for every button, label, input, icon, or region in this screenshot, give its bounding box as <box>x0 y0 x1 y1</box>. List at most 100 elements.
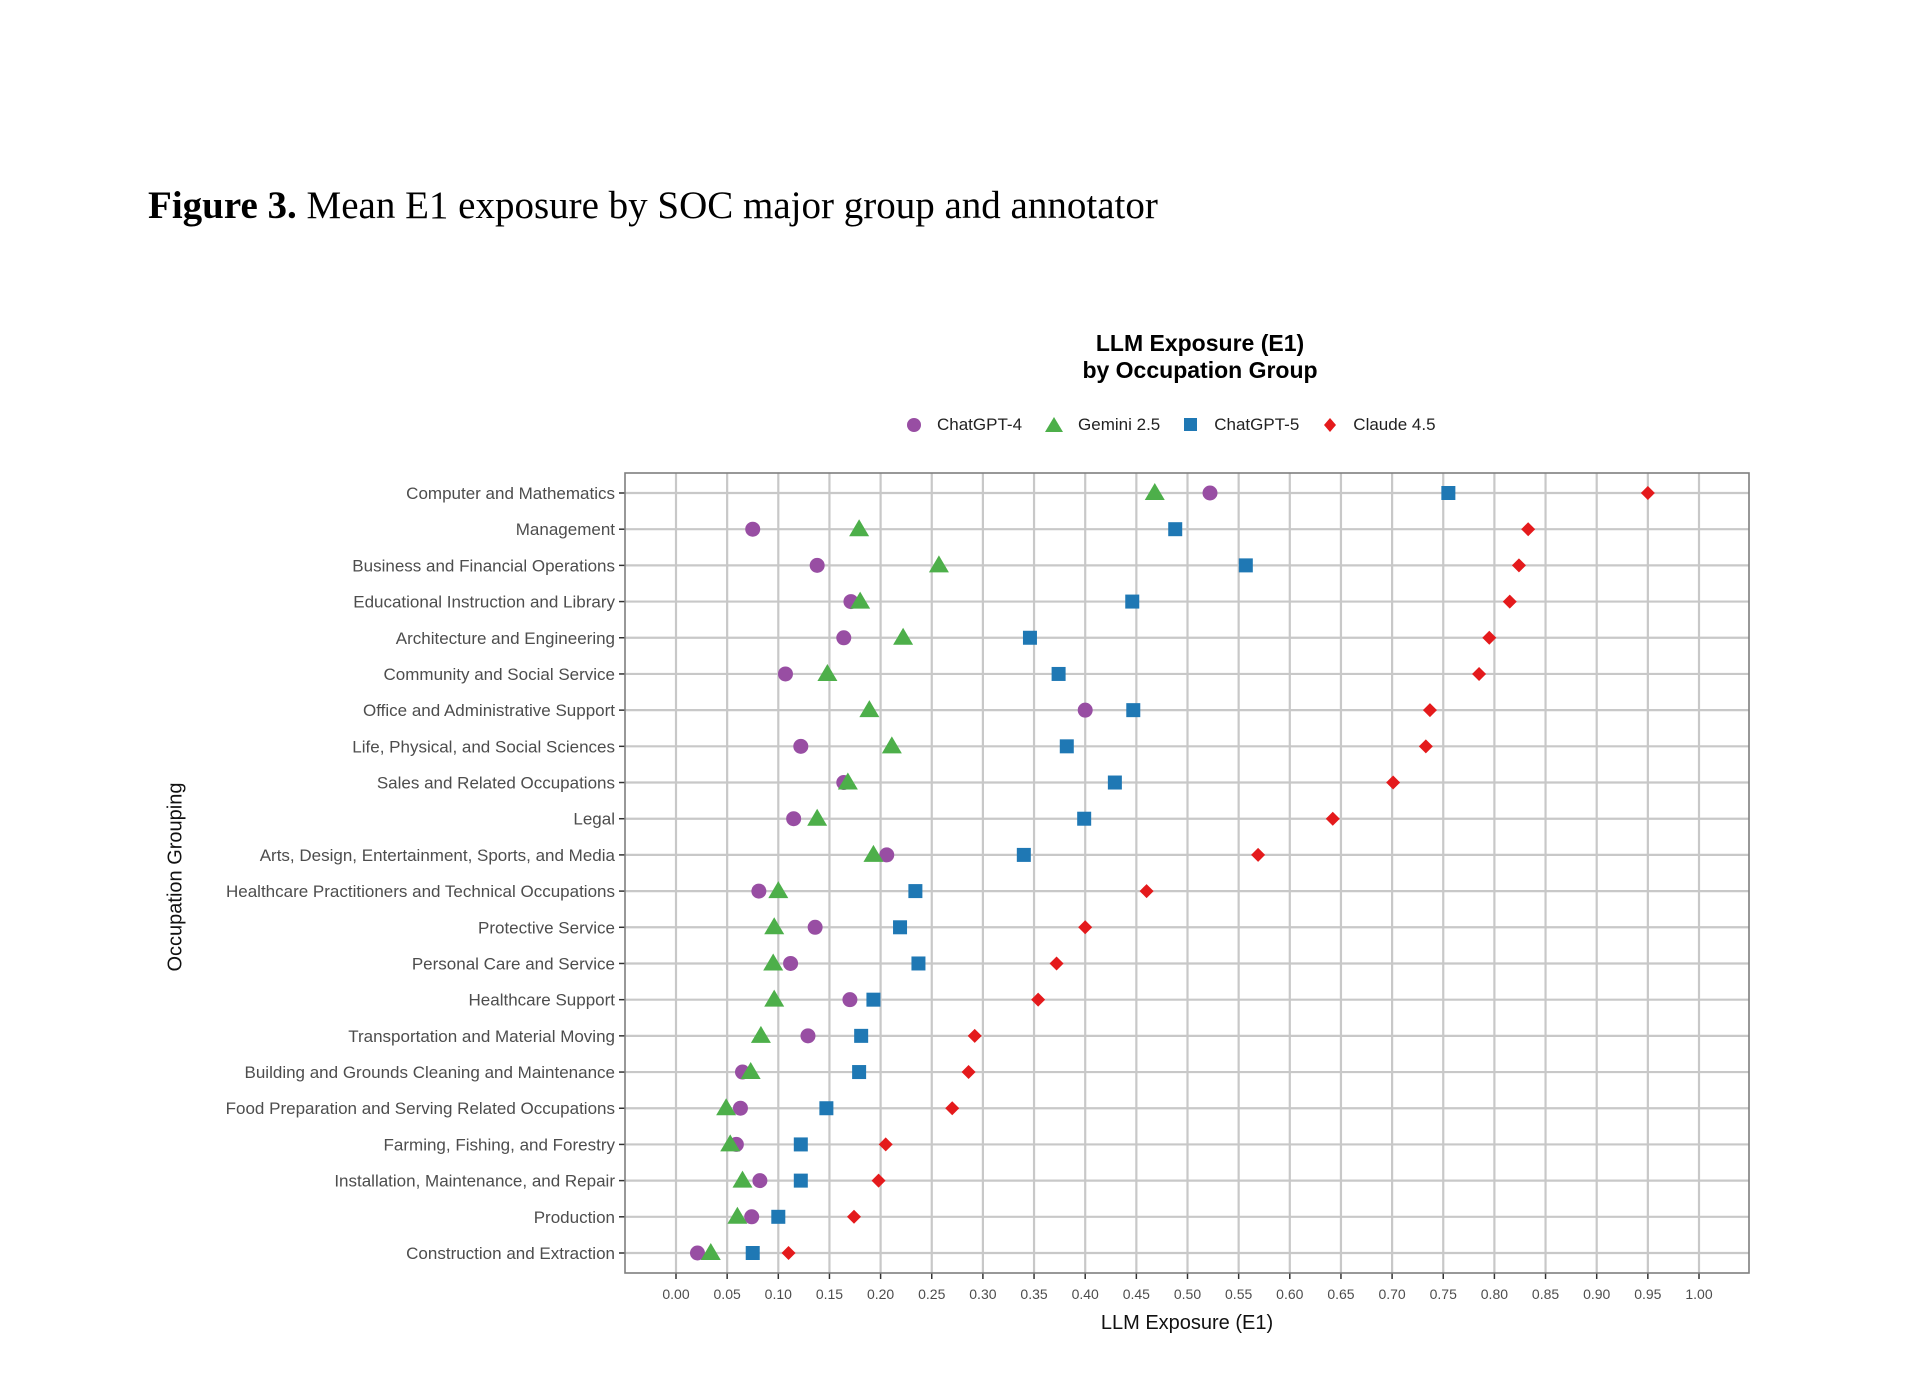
diamond-marker <box>871 1173 886 1188</box>
x-tick-label: 0.60 <box>1276 1286 1303 1302</box>
square-marker <box>852 1065 867 1080</box>
y-tick-label: Building and Grounds Cleaning and Mainte… <box>245 1063 615 1082</box>
triangle-marker <box>764 917 785 935</box>
y-tick-label: Life, Physical, and Social Sciences <box>352 737 615 756</box>
square-marker <box>1441 486 1456 500</box>
circle-marker <box>786 811 802 827</box>
y-tick-label: Protective Service <box>478 918 615 937</box>
triangle-marker <box>732 1170 753 1188</box>
square-marker <box>893 920 908 935</box>
diamond-marker <box>1521 522 1536 537</box>
square-marker-icon <box>1184 418 1198 431</box>
square-marker <box>911 956 926 971</box>
chart-title-line1: LLM Exposure (E1) <box>1095 330 1305 356</box>
x-tick-label: 0.75 <box>1430 1286 1457 1302</box>
circle-marker <box>777 666 793 682</box>
x-tick-label: 0.35 <box>1020 1286 1047 1302</box>
square-marker <box>793 1137 808 1152</box>
y-tick-label: Arts, Design, Entertainment, Sports, and… <box>260 846 616 865</box>
x-tick-label: 0.80 <box>1481 1286 1508 1302</box>
triangle-marker <box>763 953 784 971</box>
triangle-marker <box>716 1098 737 1116</box>
legend-label: Claude 4.5 <box>1353 415 1436 434</box>
y-tick-label: Sales and Related Occupations <box>377 774 615 793</box>
x-tick-label: 0.25 <box>918 1286 945 1302</box>
diamond-marker <box>945 1101 960 1116</box>
circle-marker <box>732 1100 748 1116</box>
square-marker <box>1107 775 1122 790</box>
legend-label: ChatGPT-5 <box>1214 415 1300 434</box>
triangle-marker <box>807 808 828 826</box>
square-marker <box>866 992 881 1007</box>
triangle-marker <box>720 1134 741 1152</box>
square-marker <box>1168 522 1183 537</box>
legend-item-claude45: Claude 4.5 <box>1321 415 1436 435</box>
triangle-marker <box>764 989 785 1007</box>
circle-marker <box>1202 485 1218 501</box>
y-tick-label: Transportation and Material Moving <box>348 1027 615 1046</box>
y-tick-label: Food Preparation and Serving Related Occ… <box>226 1099 615 1118</box>
square-marker <box>1125 594 1140 609</box>
y-tick-label: Farming, Fishing, and Forestry <box>384 1135 616 1154</box>
legend-label: ChatGPT-4 <box>937 415 1023 434</box>
square-marker <box>1022 630 1037 645</box>
y-tick-label: Legal <box>573 810 615 829</box>
x-tick-label: 0.20 <box>867 1286 894 1302</box>
square-marker <box>854 1028 869 1043</box>
square-marker <box>793 1173 808 1188</box>
y-tick-label: Management <box>516 520 616 539</box>
triangle-marker <box>849 519 870 537</box>
x-tick-label: 0.55 <box>1225 1286 1252 1302</box>
y-tick-label: Computer and Mathematics <box>406 484 615 503</box>
circle-marker <box>809 557 825 573</box>
y-tick-label: Installation, Maintenance, and Repair <box>334 1172 615 1191</box>
circle-marker <box>807 919 823 935</box>
circle-marker-icon <box>907 418 921 432</box>
x-tick-label: 0.00 <box>662 1286 689 1302</box>
circle-marker <box>793 738 809 754</box>
x-tick-label: 0.50 <box>1174 1286 1201 1302</box>
figure-label: Figure 3. <box>148 184 297 227</box>
triangle-marker <box>817 663 838 681</box>
x-tick-label: 0.65 <box>1327 1286 1354 1302</box>
x-tick-label: 0.10 <box>765 1286 792 1302</box>
triangle-marker <box>768 881 789 899</box>
x-tick-label: 0.15 <box>816 1286 843 1302</box>
circle-marker <box>836 630 852 646</box>
y-tick-label: Community and Social Service <box>384 665 615 684</box>
square-marker <box>1051 666 1066 681</box>
x-tick-label: 0.40 <box>1072 1286 1099 1302</box>
x-axis-title: LLM Exposure (E1) <box>1100 1312 1274 1334</box>
square-marker <box>1126 703 1141 718</box>
x-tick-label: 0.95 <box>1634 1286 1661 1302</box>
y-tick-label: Production <box>534 1208 615 1227</box>
diamond-marker <box>1511 558 1526 573</box>
y-tick-label: Healthcare Practitioners and Technical O… <box>226 882 615 901</box>
y-tick-label: Healthcare Support <box>469 991 616 1010</box>
diamond-marker-icon <box>1324 418 1337 432</box>
y-tick-label: Construction and Extraction <box>406 1244 615 1263</box>
diamond-marker <box>847 1209 862 1224</box>
square-marker <box>771 1209 786 1224</box>
figure-caption-text: Mean E1 exposure by SOC major group and … <box>296 184 1158 227</box>
legend-label: Gemini 2.5 <box>1078 415 1161 434</box>
triangle-marker <box>881 736 902 754</box>
square-marker <box>745 1246 760 1260</box>
square-marker <box>1238 558 1253 573</box>
square-marker <box>1077 811 1092 826</box>
circle-marker <box>842 992 858 1008</box>
circle-marker <box>744 1209 760 1225</box>
triangle-marker <box>740 1062 761 1080</box>
x-tick-label: 0.05 <box>714 1286 741 1302</box>
triangle-marker-icon <box>1045 417 1064 432</box>
y-tick-label: Business and Financial Operations <box>352 556 615 575</box>
diamond-marker <box>1640 486 1655 500</box>
triangle-marker <box>859 700 880 718</box>
legend-item-gemini25: Gemini 2.5 <box>1044 415 1160 435</box>
circle-marker <box>783 955 799 971</box>
y-tick-label: Office and Administrative Support <box>363 701 615 720</box>
circle-marker <box>1077 702 1093 718</box>
x-tick-label: 1.00 <box>1685 1286 1712 1302</box>
diamond-marker <box>1251 847 1266 862</box>
